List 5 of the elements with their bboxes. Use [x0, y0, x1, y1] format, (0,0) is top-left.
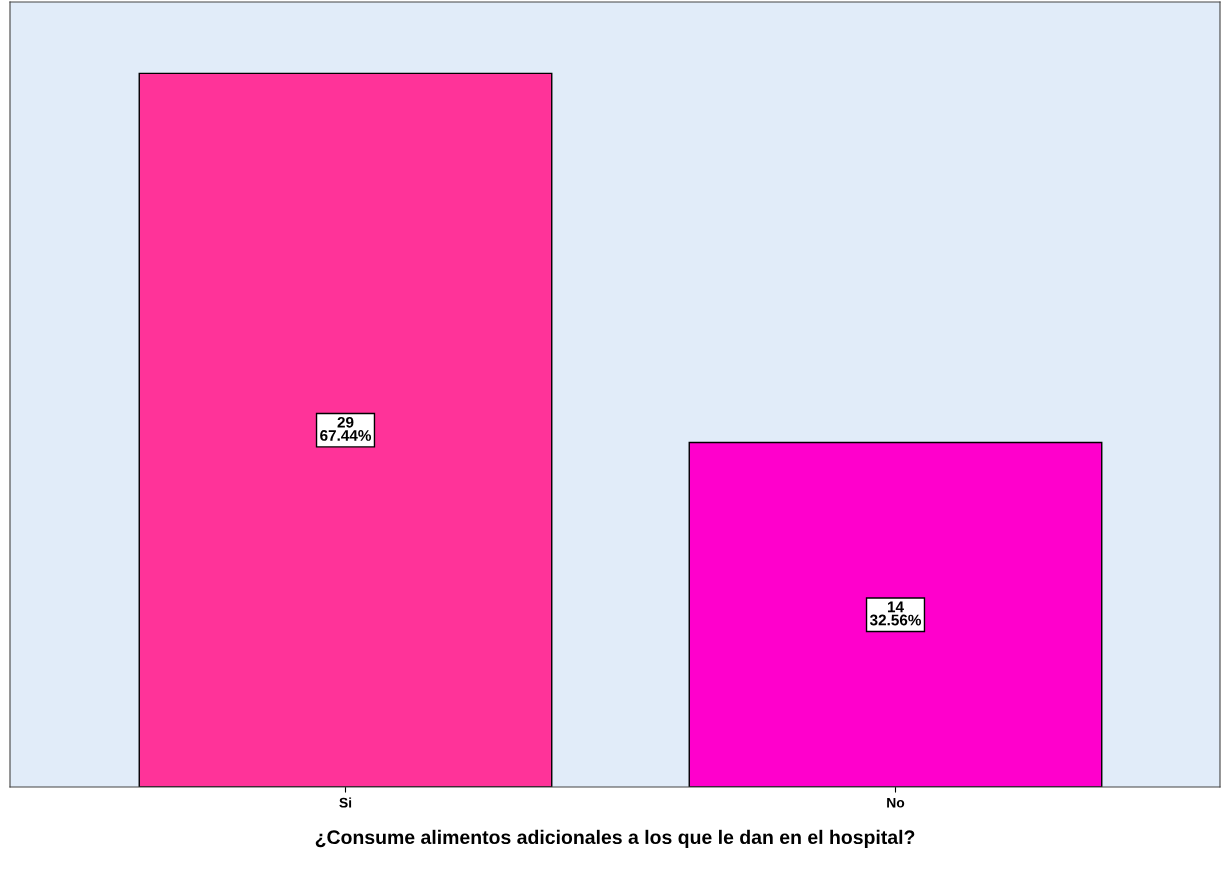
x-axis-title: ¿Consume alimentos adicionales a los que le dan en el hospital?: [315, 829, 915, 848]
data-label: 29 67.44%: [320, 416, 372, 441]
data-label: 14 32.56%: [869, 601, 922, 626]
x-tick-label: No: [887, 797, 905, 808]
x-tick-label: Si: [339, 797, 352, 808]
